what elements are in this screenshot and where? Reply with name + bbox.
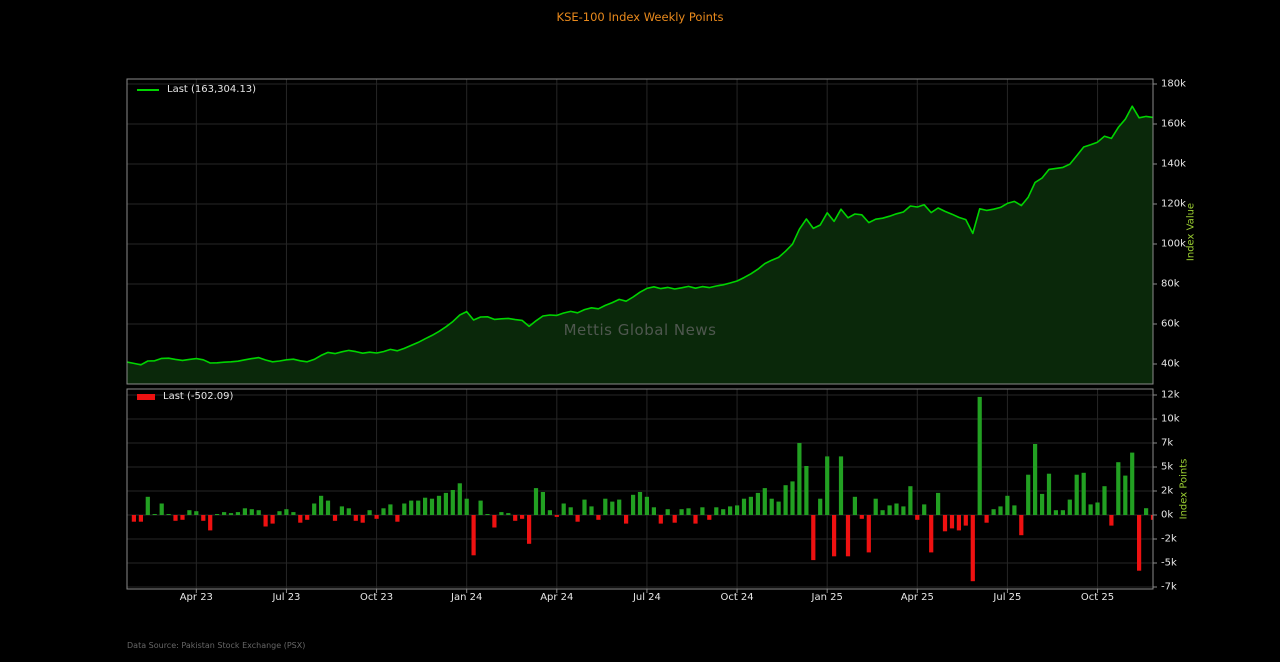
- legend-index-points: Last (-502.09): [137, 391, 233, 402]
- y-tick-label-index-points: 0k: [1161, 509, 1174, 521]
- y-tick-label-index-points: 12k: [1161, 389, 1180, 401]
- y-tick-label-index-value: 180k: [1161, 78, 1186, 90]
- x-tick-label: Oct 25: [1080, 592, 1115, 603]
- y-tick-label-index-value: 80k: [1161, 278, 1180, 290]
- y-tick-label-index-value: 160k: [1161, 118, 1186, 130]
- x-tick-label: Jul 25: [993, 592, 1022, 603]
- x-tick-label: Apr 23: [179, 592, 213, 603]
- x-tick-label: Apr 24: [540, 592, 574, 603]
- x-tick-label: Apr 25: [900, 592, 934, 603]
- data-source-note: Data Source: Pakistan Stock Exchange (PS…: [127, 641, 306, 650]
- y-tick-label-index-points: 5k: [1161, 461, 1174, 473]
- x-tick-label: Jan 24: [451, 592, 483, 603]
- x-tick-label: Jan 25: [811, 592, 843, 603]
- legend-bar-swatch-icon: [137, 393, 155, 400]
- y-tick-label-index-points: -5k: [1161, 557, 1177, 569]
- chart-title: KSE-100 Index Weekly Points: [556, 10, 724, 24]
- legend-index-points-label: Last (-502.09): [163, 391, 234, 402]
- watermark: Mettis Global News: [563, 321, 717, 339]
- y-tick-label-index-value: 120k: [1161, 198, 1186, 210]
- y-tick-label-index-points: 10k: [1161, 413, 1180, 425]
- y-tick-label-index-points: -2k: [1161, 533, 1177, 545]
- legend-line-swatch-icon: [137, 88, 159, 91]
- y-tick-label-index-value: 100k: [1161, 238, 1186, 250]
- legend-index-value-label: Last (163,304.13): [167, 84, 257, 95]
- y-tick-label-index-points: 2k: [1161, 485, 1174, 497]
- legend-index-value: Last (163,304.13): [137, 84, 256, 95]
- x-tick-label: Oct 24: [720, 592, 754, 603]
- y-tick-label-index-points: -7k: [1161, 581, 1177, 593]
- y-tick-label-index-points: 7k: [1161, 437, 1174, 449]
- y-tick-label-index-value: 60k: [1161, 318, 1180, 330]
- x-tick-label: Oct 23: [359, 592, 394, 603]
- x-tick-label: Jul 23: [272, 592, 301, 603]
- x-tick-label: Jul 24: [632, 592, 661, 603]
- y-tick-label-index-value: 40k: [1161, 358, 1180, 370]
- y-tick-label-index-value: 140k: [1161, 158, 1186, 170]
